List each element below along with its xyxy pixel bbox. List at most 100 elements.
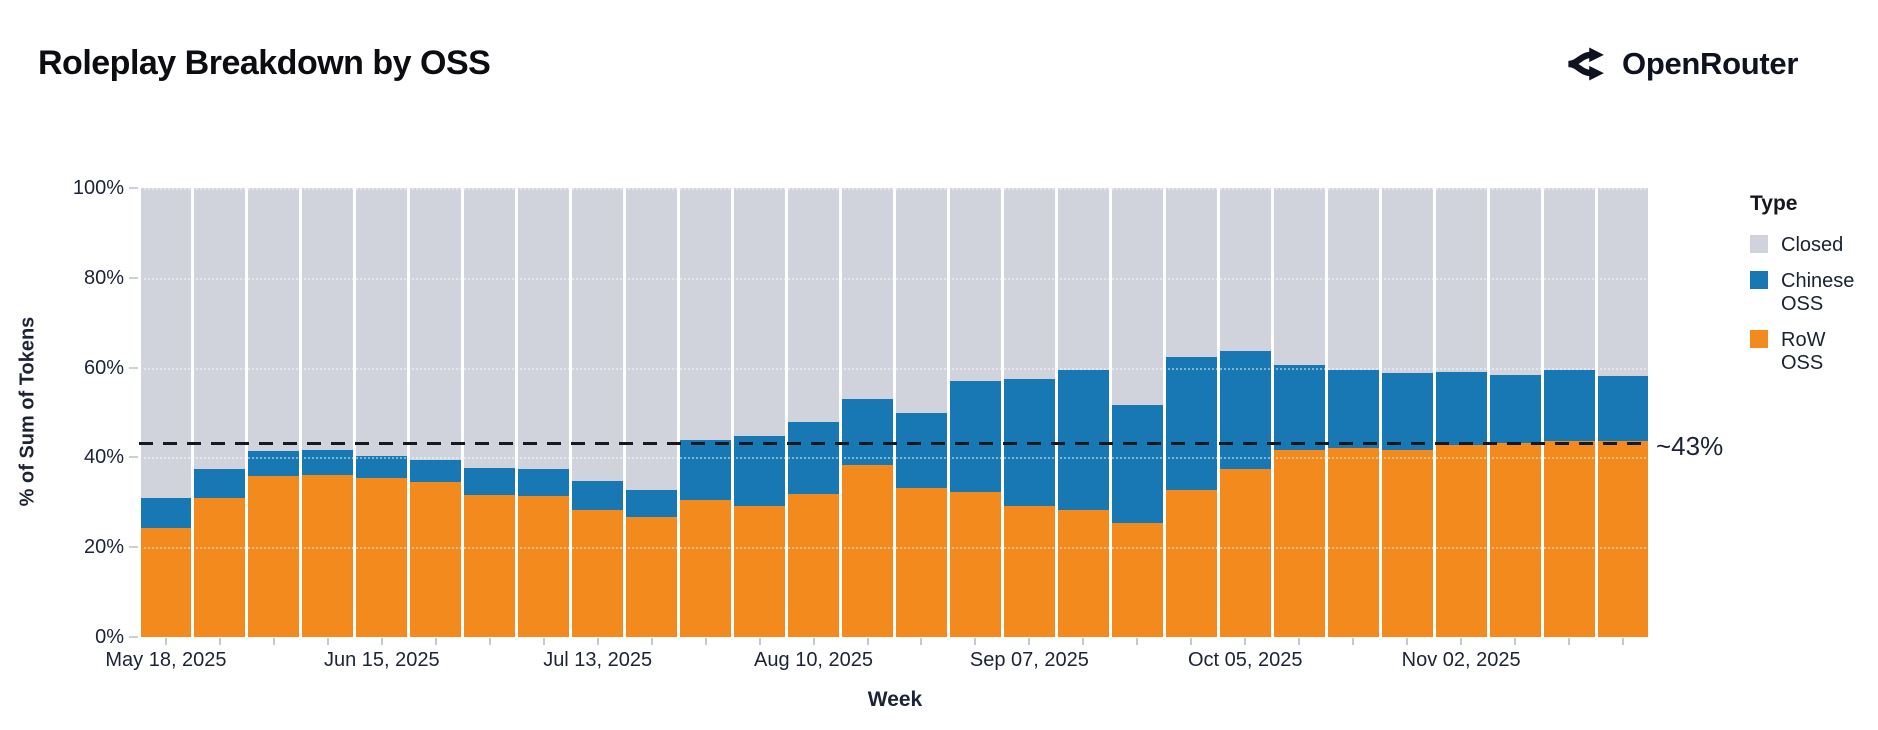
bar-oct-12-2025 bbox=[1273, 188, 1325, 637]
bar-may-25-2025 bbox=[194, 188, 246, 637]
segment-closed bbox=[302, 188, 354, 451]
segment-closed bbox=[680, 188, 732, 441]
x-tick-mark bbox=[1622, 638, 1625, 645]
bar-jul-13-2025 bbox=[572, 188, 624, 637]
gridline-100 bbox=[139, 188, 1650, 190]
segment-chinese-oss bbox=[518, 468, 570, 497]
segment-chinese-oss bbox=[464, 467, 516, 495]
x-tick-mark bbox=[434, 638, 437, 645]
segment-row-oss bbox=[410, 482, 462, 637]
segment-row-oss bbox=[1165, 490, 1217, 637]
bar-jul-06-2025 bbox=[518, 188, 570, 637]
segment-row-oss bbox=[1489, 442, 1541, 637]
x-tick-mark bbox=[920, 638, 923, 645]
x-tick-mark bbox=[758, 638, 761, 645]
gridline-40 bbox=[139, 457, 1650, 460]
segment-closed bbox=[1543, 188, 1595, 371]
segment-closed bbox=[140, 188, 192, 499]
y-tick-mark bbox=[129, 636, 138, 638]
x-axis-title: Week bbox=[867, 688, 923, 711]
y-tick-mark bbox=[129, 187, 138, 189]
segment-closed bbox=[626, 188, 678, 490]
segment-closed bbox=[1111, 188, 1163, 405]
y-tick-mark bbox=[129, 546, 138, 549]
x-tick-mark bbox=[974, 638, 977, 645]
segment-chinese-oss bbox=[1489, 375, 1541, 443]
x-tick-mark bbox=[1136, 638, 1139, 645]
segment-row-oss bbox=[356, 478, 408, 637]
segment-row-oss bbox=[1381, 449, 1433, 637]
bar-aug-31-2025 bbox=[949, 188, 1001, 637]
segment-closed bbox=[248, 188, 300, 451]
segment-row-oss bbox=[1597, 441, 1649, 637]
segment-row-oss bbox=[626, 516, 678, 637]
x-tick-label-sep-07-2025: Sep 07, 2025 bbox=[969, 649, 1089, 671]
x-tick-label-oct-05-2025: Oct 05, 2025 bbox=[1188, 649, 1303, 671]
segment-closed bbox=[788, 188, 840, 423]
x-tick-mark bbox=[488, 638, 491, 645]
legend-label: Closed bbox=[1781, 234, 1844, 256]
x-tick-mark bbox=[1514, 638, 1517, 645]
segment-chinese-oss bbox=[1165, 357, 1217, 491]
legend: Type Closed Chinese OSS RoW OSS bbox=[1750, 192, 1876, 388]
segment-row-oss bbox=[680, 500, 732, 637]
gridline-80 bbox=[139, 277, 1650, 280]
y-tick-mark bbox=[129, 276, 138, 279]
bar-aug-10-2025 bbox=[788, 188, 840, 637]
bar-jun-29-2025 bbox=[464, 188, 516, 637]
bar-sep-21-2025 bbox=[1111, 188, 1163, 637]
segment-row-oss bbox=[1435, 445, 1487, 637]
x-tick-mark bbox=[1568, 638, 1571, 645]
bar-sep-28-2025 bbox=[1165, 188, 1217, 637]
segment-row-oss bbox=[572, 510, 624, 637]
segment-row-oss bbox=[248, 475, 300, 637]
x-tick-mark bbox=[1406, 638, 1409, 645]
segment-row-oss bbox=[1327, 447, 1379, 637]
bar-aug-17-2025 bbox=[842, 188, 893, 637]
segment-closed bbox=[949, 188, 1001, 382]
openrouter-logo-icon bbox=[1566, 44, 1610, 84]
x-tick-mark bbox=[596, 638, 599, 645]
segment-closed bbox=[1381, 188, 1433, 374]
bar-jun-01-2025 bbox=[248, 188, 300, 637]
bar-sep-07-2025 bbox=[1003, 188, 1055, 637]
segment-row-oss bbox=[1273, 449, 1325, 637]
x-tick-mark bbox=[704, 638, 707, 645]
x-tick-mark bbox=[218, 638, 221, 645]
segment-chinese-oss bbox=[302, 450, 354, 475]
x-tick-mark bbox=[164, 638, 167, 645]
bar-jun-15-2025 bbox=[356, 188, 408, 637]
segment-row-oss bbox=[1057, 510, 1109, 637]
segment-chinese-oss bbox=[1327, 370, 1379, 448]
x-tick-mark bbox=[272, 638, 275, 645]
segment-chinese-oss bbox=[410, 459, 462, 483]
segment-row-oss bbox=[302, 474, 354, 637]
segment-closed bbox=[194, 188, 246, 470]
brand-lockup: OpenRouter bbox=[1566, 44, 1798, 84]
bar-oct-26-2025 bbox=[1381, 188, 1433, 637]
segment-row-oss bbox=[464, 494, 516, 637]
segment-chinese-oss bbox=[1273, 365, 1325, 450]
segment-closed bbox=[1597, 188, 1649, 376]
x-tick-mark bbox=[1352, 638, 1355, 645]
x-tick-mark bbox=[812, 638, 815, 645]
x-tick-label-nov-02-2025: Nov 02, 2025 bbox=[1401, 649, 1521, 671]
segment-row-oss bbox=[1543, 440, 1595, 637]
segment-closed bbox=[1489, 188, 1541, 376]
segment-closed bbox=[1219, 188, 1271, 351]
segment-row-oss bbox=[896, 488, 947, 637]
segment-chinese-oss bbox=[626, 489, 678, 517]
segment-closed bbox=[1165, 188, 1217, 358]
segment-closed bbox=[1327, 188, 1379, 371]
bar-may-18-2025 bbox=[140, 188, 192, 637]
x-tick-mark bbox=[1298, 638, 1301, 645]
segment-closed bbox=[572, 188, 624, 482]
y-axis-title: % of Sum of Tokens bbox=[16, 316, 39, 507]
x-tick-mark bbox=[1190, 638, 1193, 645]
y-tick-label-0: 0% bbox=[95, 626, 124, 648]
x-tick-mark bbox=[866, 638, 869, 645]
segment-chinese-oss bbox=[1111, 404, 1163, 523]
legend-swatch bbox=[1750, 235, 1768, 253]
segment-row-oss bbox=[140, 527, 192, 637]
y-tick-label-80: 80% bbox=[83, 266, 124, 289]
